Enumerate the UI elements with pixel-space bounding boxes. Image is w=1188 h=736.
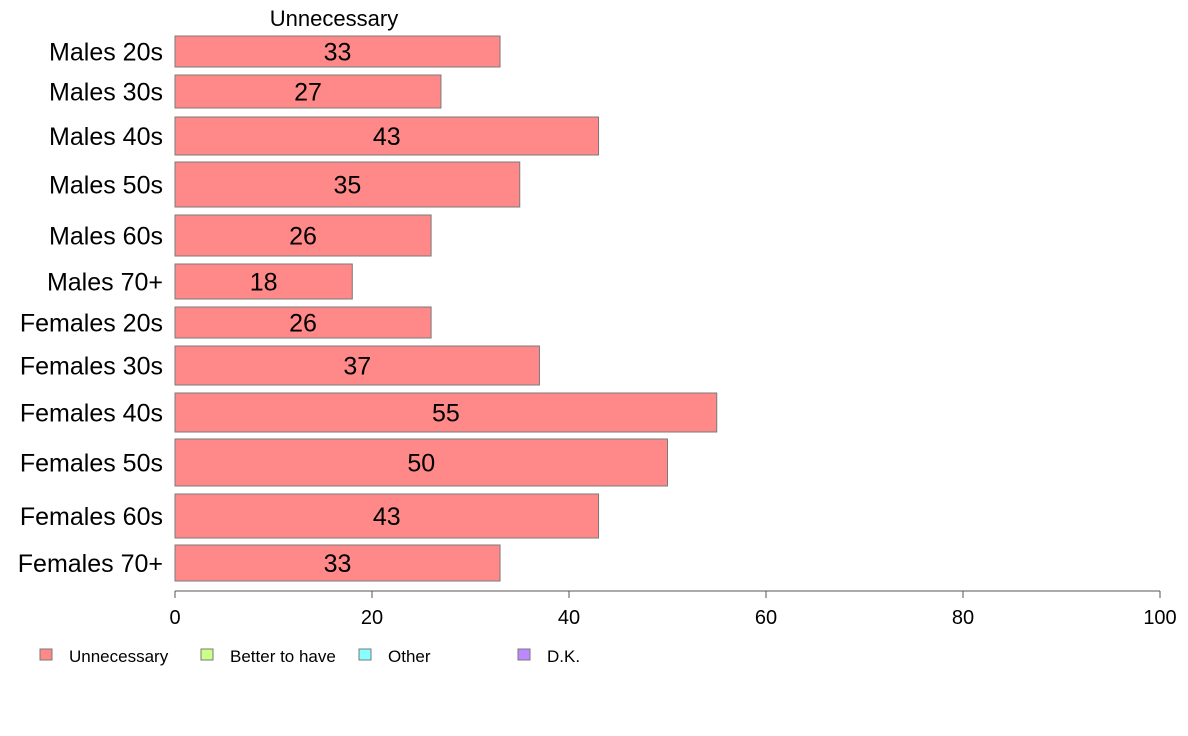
bar-value-label: 35 bbox=[333, 172, 361, 200]
bar-segment bbox=[174, 438, 668, 487]
bar-segment bbox=[174, 493, 600, 539]
category-label: Females 60s bbox=[20, 503, 163, 531]
bar-segment bbox=[174, 35, 501, 68]
category-label: Females 70+ bbox=[18, 550, 163, 578]
bar-segment bbox=[174, 214, 432, 257]
legend-label: Unnecessary bbox=[69, 647, 169, 666]
legend-swatch bbox=[39, 648, 53, 661]
category-label: Males 60s bbox=[49, 223, 163, 251]
bar-value-label: 37 bbox=[343, 353, 371, 381]
legend-label: D.K. bbox=[547, 647, 580, 666]
bar-segment bbox=[174, 116, 600, 156]
legend-swatch bbox=[517, 648, 531, 661]
x-tick-label: 60 bbox=[755, 607, 777, 629]
legend-label: Other bbox=[388, 647, 431, 666]
bars-group: Males 20s 33 Males 30s 27 Males 40s 43 Males 5… bbox=[18, 35, 718, 582]
bar-value-label: 43 bbox=[373, 123, 401, 151]
category-label: Males 50s bbox=[49, 172, 163, 200]
bar-segment bbox=[174, 345, 540, 386]
bar-value-label: 27 bbox=[294, 79, 322, 107]
bar-value-label: 50 bbox=[407, 450, 435, 478]
x-tick-label: 100 bbox=[1143, 607, 1176, 629]
category-label: Females 30s bbox=[20, 353, 163, 381]
bar-value-label: 43 bbox=[373, 503, 401, 531]
bar-value-label: 33 bbox=[324, 39, 352, 67]
x-tick-label: 80 bbox=[952, 607, 974, 629]
bar-segment bbox=[174, 392, 718, 433]
x-tick-label: 20 bbox=[361, 607, 383, 629]
x-tick-label: 40 bbox=[558, 607, 580, 629]
category-label: Females 50s bbox=[20, 450, 163, 478]
bar-value-label: 18 bbox=[250, 269, 278, 297]
x-axis: 0 20 40 60 80 100 bbox=[169, 590, 1177, 629]
legend-label: Better to have bbox=[230, 647, 336, 666]
category-label: Females 20s bbox=[20, 310, 163, 338]
bar-segment bbox=[174, 544, 501, 582]
category-label: Males 20s bbox=[49, 39, 163, 67]
legend: Unnecessary Better to have Other D.K. bbox=[39, 647, 580, 666]
bar-value-label: 26 bbox=[289, 223, 317, 251]
bar-segment bbox=[174, 263, 353, 300]
category-label: Males 30s bbox=[49, 79, 163, 107]
category-label: Females 40s bbox=[20, 400, 163, 428]
legend-swatch bbox=[200, 648, 214, 661]
bar-value-label: 55 bbox=[432, 400, 460, 428]
bar-segment bbox=[174, 74, 442, 109]
bar-segment bbox=[174, 161, 521, 208]
bar-value-label: 26 bbox=[289, 310, 317, 338]
bar-value-label: 33 bbox=[324, 550, 352, 578]
category-label: Males 40s bbox=[49, 123, 163, 151]
column-title: Unnecessary bbox=[270, 6, 398, 31]
legend-swatch bbox=[358, 648, 372, 661]
bar-segment bbox=[174, 306, 432, 339]
category-label: Males 70+ bbox=[47, 269, 163, 297]
x-tick-label: 0 bbox=[169, 607, 180, 629]
